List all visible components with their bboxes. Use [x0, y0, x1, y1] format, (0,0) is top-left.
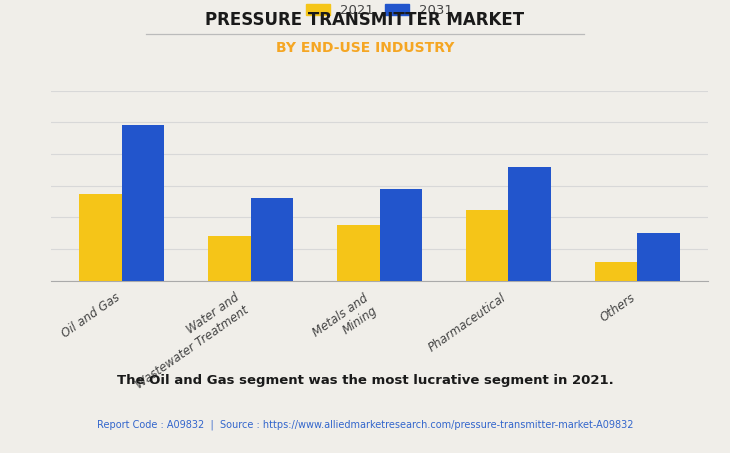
Bar [466, 209, 508, 281]
Bar [251, 198, 293, 281]
Bar [80, 193, 122, 281]
Bar [637, 233, 680, 281]
Bar [122, 125, 164, 281]
Bar [508, 167, 551, 281]
Bar [337, 225, 380, 281]
Bar [380, 189, 422, 281]
Bar [595, 262, 637, 281]
Text: Report Code : A09832  |  Source : https://www.alliedmarketresearch.com/pressure-: Report Code : A09832 | Source : https://… [97, 419, 633, 429]
Text: BY END-USE INDUSTRY: BY END-USE INDUSTRY [276, 41, 454, 55]
Legend: 2021, 2031: 2021, 2031 [301, 0, 458, 22]
Text: PRESSURE TRANSMITTER MARKET: PRESSURE TRANSMITTER MARKET [205, 11, 525, 29]
Bar [208, 236, 251, 281]
Text: The Oil and Gas segment was the most lucrative segment in 2021.: The Oil and Gas segment was the most luc… [117, 374, 613, 387]
